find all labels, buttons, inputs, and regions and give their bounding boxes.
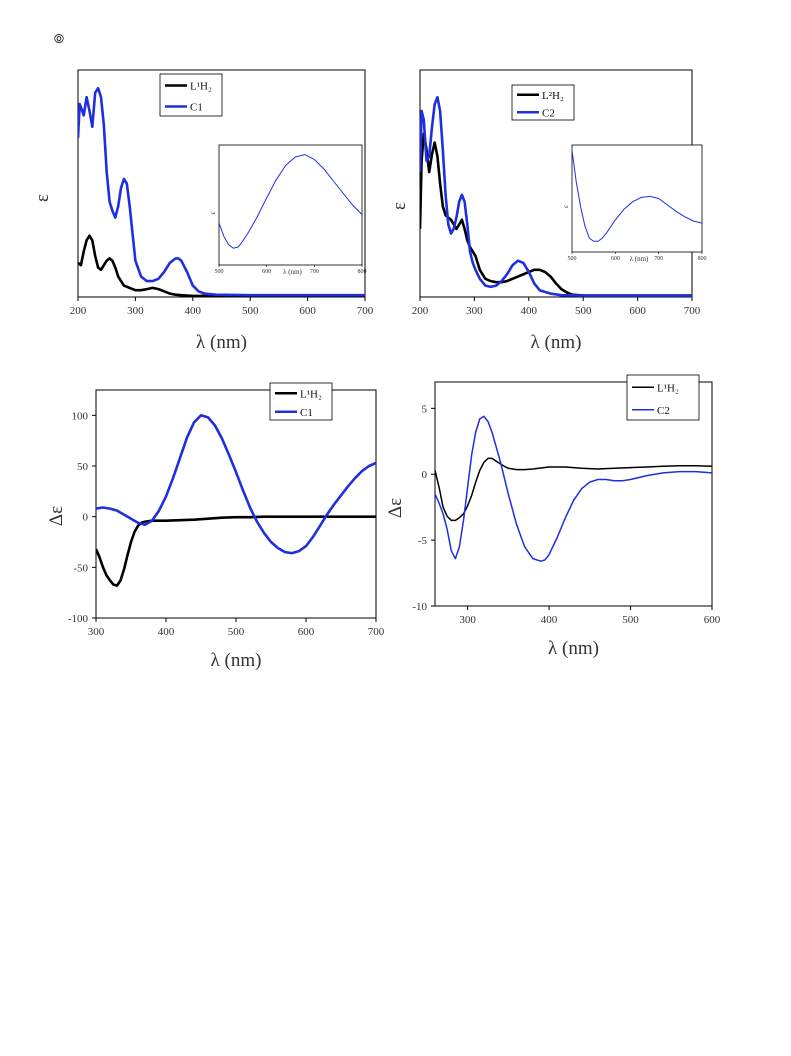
chart-3: 300 400 500 600 700 -100 -50 0 50 100 λ (nm) Δε L¹H₂… bbox=[46, 382, 385, 671]
series-line-1 bbox=[435, 457, 712, 522]
inset-x-tick-label: 800 bbox=[698, 256, 707, 262]
inset-frame bbox=[571, 144, 703, 253]
x-axis-label: λ (nm) bbox=[196, 332, 247, 353]
y-tick-label: -100 bbox=[68, 613, 89, 625]
legend-entry: C2 bbox=[657, 405, 670, 417]
legend-box bbox=[511, 84, 575, 121]
series-line-2 bbox=[78, 86, 365, 297]
x-tick-label: 300 bbox=[88, 626, 105, 638]
x-tick-label: 300 bbox=[466, 305, 483, 317]
legend: L¹H₂ C1 bbox=[269, 382, 333, 421]
x-axis-label: λ (nm) bbox=[531, 332, 582, 353]
inset-x-tick-label: 600 bbox=[611, 256, 620, 262]
x-tick-label: 300 bbox=[459, 614, 476, 626]
inset-x-tick-label: 700 bbox=[654, 256, 663, 262]
series-line-1 bbox=[78, 234, 365, 297]
y-tick-label: 50 bbox=[77, 461, 89, 473]
x-tick-label: 500 bbox=[228, 626, 245, 638]
y-tick-label: 100 bbox=[72, 410, 89, 422]
y-axis-label: ε bbox=[32, 194, 53, 202]
y-axis-label: Δε bbox=[385, 498, 406, 518]
inset-x-tick-label: 600 bbox=[262, 269, 271, 275]
legend-entry: C1 bbox=[190, 102, 203, 114]
y-tick-label: 5 bbox=[422, 403, 428, 415]
x-axis-label: λ (nm) bbox=[548, 638, 599, 659]
y-tick-label: -10 bbox=[412, 601, 427, 613]
legend-box bbox=[626, 374, 700, 421]
x-tick-label: 600 bbox=[704, 614, 721, 626]
legend-entry: L¹H₂ bbox=[657, 382, 679, 394]
y-tick-label: -50 bbox=[73, 562, 88, 574]
inset-x-tick-label: 500 bbox=[215, 269, 224, 275]
series-line-1 bbox=[96, 515, 376, 587]
x-tick-label: 200 bbox=[70, 305, 87, 317]
inset-frame bbox=[218, 144, 363, 266]
legend: L²H₂ C2 bbox=[511, 84, 575, 121]
series-line-1 bbox=[420, 132, 692, 297]
x-tick-label: 300 bbox=[127, 305, 144, 317]
inset-series-line-1 bbox=[571, 150, 703, 242]
y-axis-label: Δε bbox=[46, 506, 67, 526]
x-tick-label: 400 bbox=[541, 614, 558, 626]
legend-entry: C1 bbox=[300, 407, 313, 419]
series-line-2 bbox=[420, 95, 692, 297]
y-tick-label: -5 bbox=[418, 535, 428, 547]
chart-2: 200 300 400 500 600 700 λ (nm) ε L²H₂ C2 500 600 700… bbox=[389, 69, 707, 353]
x-tick-label: 200 bbox=[412, 305, 429, 317]
x-tick-label: 600 bbox=[629, 305, 646, 317]
legend-entry: L²H₂ bbox=[542, 90, 564, 102]
inset-y-axis-label: ε bbox=[209, 211, 217, 214]
y-tick-label: 0 bbox=[83, 512, 89, 524]
circled-symbol-icon: ⦾ bbox=[53, 31, 65, 46]
series-line-2 bbox=[96, 414, 376, 555]
inset-x-tick-label: 800 bbox=[358, 269, 367, 275]
x-tick-label: 400 bbox=[185, 305, 202, 317]
legend-entry: L¹H₂ bbox=[190, 81, 212, 93]
inset-chart: 500 600 700 800 λ (nm) ε bbox=[209, 144, 367, 276]
x-tick-label: 700 bbox=[368, 626, 385, 638]
x-tick-label: 500 bbox=[622, 614, 639, 626]
inset-x-axis-label: λ (nm) bbox=[283, 268, 302, 276]
x-tick-label: 400 bbox=[158, 626, 175, 638]
inset-x-axis-label: λ (nm) bbox=[630, 255, 649, 263]
y-axis-label: ε bbox=[389, 202, 410, 210]
legend: L¹H₂ C2 bbox=[626, 374, 700, 421]
inset-x-tick-label: 500 bbox=[568, 256, 577, 262]
inset-series-line-1 bbox=[218, 154, 363, 249]
legend: L¹H₂ C1 bbox=[159, 73, 223, 117]
inset-chart: 500 600 700 800 λ (nm) ε bbox=[562, 144, 707, 263]
x-tick-label: 600 bbox=[298, 626, 315, 638]
chart-4: 300 400 500 600 -10 -5 0 5 λ (nm) Δε L¹H₂ C2 bbox=[385, 374, 721, 659]
x-tick-label: 500 bbox=[575, 305, 592, 317]
x-tick-label: 500 bbox=[242, 305, 259, 317]
legend-entry: C2 bbox=[542, 107, 555, 119]
x-axis-label: λ (nm) bbox=[211, 650, 262, 671]
series-line-2 bbox=[435, 415, 712, 562]
x-tick-label: 600 bbox=[299, 305, 316, 317]
x-tick-label: 700 bbox=[684, 305, 701, 317]
legend-entry: L¹H₂ bbox=[300, 388, 322, 400]
inset-x-tick-label: 700 bbox=[310, 269, 319, 275]
x-tick-label: 400 bbox=[521, 305, 538, 317]
y-tick-label: 0 bbox=[422, 469, 428, 481]
inset-y-axis-label: ε bbox=[562, 205, 570, 208]
legend-box bbox=[159, 73, 223, 117]
legend-box bbox=[269, 382, 333, 421]
x-tick-label: 700 bbox=[357, 305, 374, 317]
chart-1: 200 300 400 500 600 700 λ (nm) ε L¹H₂ C1 500 600 700… bbox=[32, 69, 374, 353]
